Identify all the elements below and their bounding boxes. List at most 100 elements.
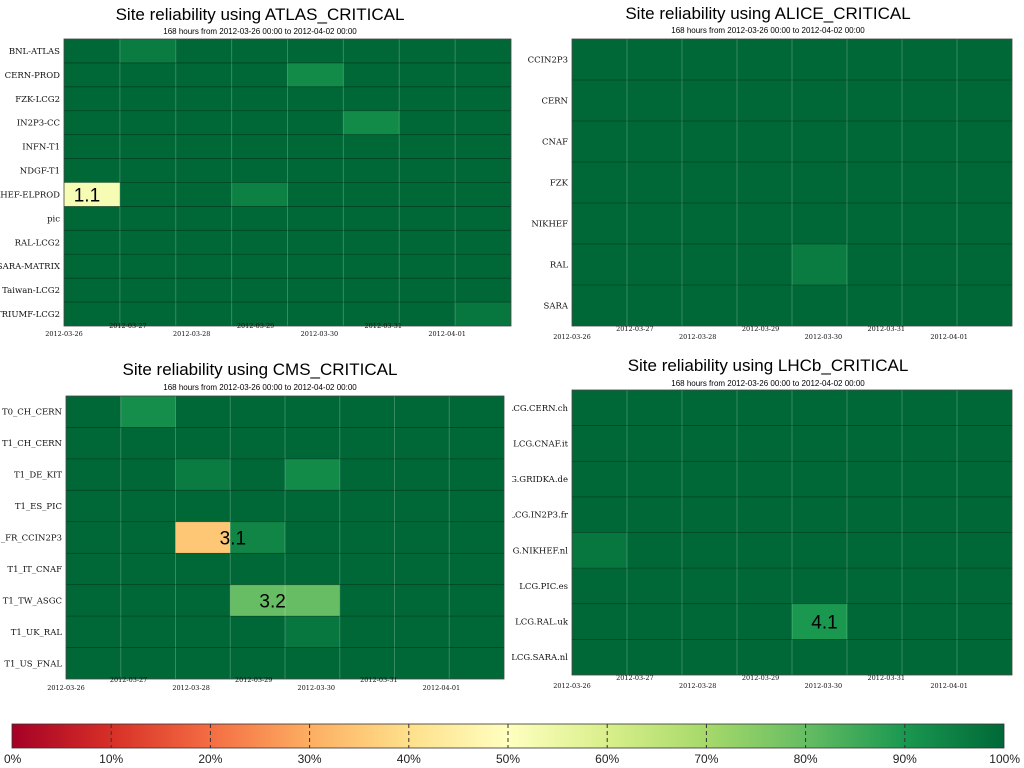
heatmap-cell xyxy=(120,647,176,679)
heatmap-cell xyxy=(737,39,792,80)
heatmap-cell xyxy=(230,553,285,585)
heatmap-cell xyxy=(627,603,682,640)
heatmap-cell xyxy=(66,647,121,679)
heatmap-cell xyxy=(175,647,231,679)
heatmap-cell xyxy=(627,203,682,244)
x-tick-label: 2012-03-28 xyxy=(172,684,209,692)
heatmap-cell xyxy=(902,285,957,326)
heatmap-cell xyxy=(847,461,902,497)
heatmap-cell xyxy=(902,203,957,244)
heatmap-cell xyxy=(572,425,627,462)
grid-lines xyxy=(572,390,1012,675)
heatmap-cell xyxy=(847,639,902,675)
color-scale-label: 50% xyxy=(496,752,520,766)
heatmap-cell xyxy=(957,603,1012,640)
heatmap-cell xyxy=(847,532,902,569)
heatmap-cell xyxy=(399,134,456,159)
heatmap-cell xyxy=(64,206,120,231)
heatmap-cell xyxy=(119,230,176,255)
cell-annotation: 4.1 xyxy=(811,613,837,634)
x-tick-label: 2012-03-28 xyxy=(173,330,210,338)
heatmap-cell xyxy=(902,603,957,640)
x-tick-label: 2012-03-28 xyxy=(679,682,716,690)
row-label: LCG.SARA.nl xyxy=(512,653,568,663)
heatmap-cell xyxy=(394,553,450,585)
heatmap-cell xyxy=(627,162,682,203)
heatmap-cell xyxy=(230,427,285,459)
row-label: LCG.RAL.uk xyxy=(515,618,569,628)
heatmap-cell xyxy=(285,616,340,648)
heatmap-cells xyxy=(66,396,504,679)
heatmap-cell xyxy=(792,203,847,244)
heatmap-cell xyxy=(287,206,344,231)
row-label: T1_IT_CNAF xyxy=(7,565,62,575)
heatmap-cell xyxy=(399,62,456,87)
row-label: NIKHEF-ELPROD xyxy=(0,190,60,200)
heatmap-cell xyxy=(64,110,120,135)
row-label: INFN-T1 xyxy=(22,143,60,153)
heatmap-cell xyxy=(627,568,682,604)
heatmap-cell xyxy=(847,162,902,203)
heatmap-cell xyxy=(627,285,682,326)
heatmap-cell xyxy=(285,584,340,617)
heatmap-cell xyxy=(285,490,340,522)
color-scale-label: 30% xyxy=(298,752,322,766)
heatmap-cell xyxy=(792,603,847,640)
heatmap-cell xyxy=(399,230,456,255)
heatmap-cell xyxy=(737,603,792,640)
x-tick-label: 2012-03-27 xyxy=(616,325,653,333)
heatmap-cell xyxy=(231,206,288,231)
heatmap-cell xyxy=(119,278,176,303)
heatmap-cell xyxy=(455,230,511,255)
row-label: NIKHEF xyxy=(531,220,568,230)
heatmap-cell xyxy=(287,86,344,111)
heatmap-cell xyxy=(792,390,847,426)
heatmap-cell xyxy=(120,521,176,554)
heatmap-cell xyxy=(792,496,847,533)
row-label: T1_US_FNAL xyxy=(4,659,62,669)
heatmap-cell xyxy=(627,121,682,162)
heatmap-cell xyxy=(792,425,847,462)
heatmap-cell xyxy=(627,80,682,121)
heatmap-cell xyxy=(120,458,176,491)
heatmap-cell xyxy=(175,458,231,491)
heatmap-cell xyxy=(343,278,400,303)
row-label: CNAF xyxy=(542,138,568,148)
heatmap-cell xyxy=(231,134,288,159)
heatmap-cell xyxy=(792,568,847,604)
heatmap-cell xyxy=(343,39,400,63)
row-label: LCG.GRIDKA.de xyxy=(512,475,568,485)
heatmap-cell xyxy=(957,461,1012,497)
heatmap-cell xyxy=(572,568,627,604)
heatmap-cell xyxy=(455,278,511,303)
heatmap-cell xyxy=(230,396,285,428)
row-label: LCG.CNAF.it xyxy=(513,439,568,449)
heatmap-cell xyxy=(737,496,792,533)
lhcb-title: Site reliability using LHCb_CRITICAL xyxy=(627,356,909,375)
heatmap-cell xyxy=(957,639,1012,675)
heatmap-cell xyxy=(682,39,737,80)
heatmap-cell xyxy=(119,182,176,207)
heatmap-cell xyxy=(957,285,1012,326)
alice-heatmap: CCIN2P3 CERN CNAF FZK NIKHEF RAL SARA 2012-03-2… xyxy=(528,38,1013,341)
heatmap-cell xyxy=(957,390,1012,426)
heatmap-cell xyxy=(957,532,1012,569)
heatmap-cell xyxy=(957,496,1012,533)
heatmap-cell xyxy=(175,584,231,617)
heatmap-cell xyxy=(902,639,957,675)
heatmap-cell xyxy=(792,639,847,675)
heatmap-cell xyxy=(957,80,1012,121)
heatmap-cell xyxy=(64,278,120,303)
heatmap-cell xyxy=(847,244,902,285)
heatmap-cell xyxy=(175,553,231,585)
lhcb-subtitle: 168 hours from 2012-03-26 00:00 to 2012-… xyxy=(671,379,865,388)
heatmap-cell xyxy=(339,553,395,585)
heatmap-cell xyxy=(394,584,450,617)
row-label: RAL xyxy=(550,261,569,271)
heatmap-cell xyxy=(66,490,121,522)
heatmap-cell xyxy=(231,110,288,135)
heatmap-cell xyxy=(287,254,344,279)
row-label: LCG.CERN.ch xyxy=(512,404,569,414)
heatmap-cell xyxy=(682,532,737,569)
heatmap-cell xyxy=(285,521,340,554)
